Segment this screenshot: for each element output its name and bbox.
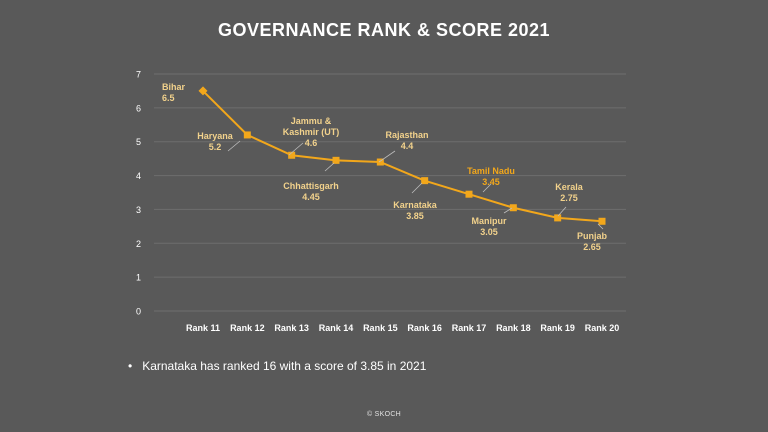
y-tick-label: 4: [136, 171, 141, 181]
summary-note-text: Karnataka has ranked 16 with a score of …: [142, 359, 427, 373]
data-point-label-line: Jammu &: [291, 116, 332, 126]
data-point-label-line: Bihar: [162, 82, 186, 92]
data-point: [243, 131, 251, 139]
data-point: [288, 151, 296, 159]
data-point: [554, 214, 562, 222]
data-value-label: 3.85: [406, 211, 424, 221]
x-tick-label: Rank 14: [319, 323, 354, 333]
y-tick-label: 7: [136, 70, 141, 80]
data-point-label-line: Kashmir (UT): [283, 127, 340, 137]
data-value-label: 3.05: [480, 227, 498, 237]
x-tick-label: Rank 17: [452, 323, 487, 333]
x-tick-label: Rank 11: [186, 323, 220, 333]
y-tick-label: 1: [136, 273, 141, 283]
data-point: [376, 158, 384, 166]
data-point-label: Chhattisgarh: [283, 181, 339, 191]
copyright-footer: © SKOCH: [366, 411, 402, 418]
y-tick-label: 0: [136, 307, 141, 317]
data-point: [465, 190, 473, 198]
x-tick-label: Rank 13: [274, 323, 309, 333]
data-point-label: Punjab: [577, 231, 608, 241]
data-value-label: 2.65: [583, 242, 601, 252]
x-tick-label: Rank 15: [363, 323, 398, 333]
data-point-label: Haryana: [197, 131, 234, 141]
data-point-label: Manipur: [472, 216, 507, 226]
data-point-label-line: Manipur: [472, 216, 507, 226]
x-tick-label: Rank 18: [496, 323, 531, 333]
data-point-label-line: Kerala: [555, 182, 584, 192]
data-value-label: 4.4: [401, 141, 414, 151]
data-point: [332, 156, 340, 164]
data-point-label: Karnataka: [393, 200, 438, 210]
data-value-label: 2.75: [560, 193, 578, 203]
y-tick-label: 5: [136, 137, 141, 147]
leader-line: [378, 150, 396, 163]
leader-line: [227, 140, 241, 152]
data-point-label: Tamil Nadu: [467, 166, 515, 176]
summary-note: • Karnataka has ranked 16 with a score of…: [128, 359, 426, 373]
leader-line: [324, 162, 335, 172]
series-line: [202, 90, 603, 223]
y-tick-label: 6: [136, 103, 141, 113]
data-value-label: 5.2: [209, 142, 222, 152]
data-point: [509, 204, 517, 212]
data-point-label-line: Punjab: [577, 231, 608, 241]
leader-line: [597, 223, 604, 230]
data-point-label-line: Chhattisgarh: [283, 181, 339, 191]
data-point-label: Rajasthan: [385, 130, 428, 140]
data-value-label: 4.6: [305, 138, 318, 148]
data-point-label-line: Karnataka: [393, 200, 438, 210]
x-tick-label: Rank 20: [585, 323, 620, 333]
data-value-label: 3.45: [482, 177, 500, 187]
leader-line: [503, 207, 513, 214]
y-tick-label: 3: [136, 205, 141, 215]
data-point-label-line: Haryana: [197, 131, 234, 141]
x-tick-label: Rank 12: [230, 323, 265, 333]
data-point: [421, 177, 429, 185]
data-point-label: Bihar: [162, 82, 186, 92]
chart-title: GOVERNANCE RANK & SCORE 2021: [217, 20, 551, 40]
leader-line: [288, 142, 304, 156]
leader-line: [557, 206, 567, 217]
x-tick-label: Rank 19: [540, 323, 575, 333]
y-tick-label: 2: [136, 239, 141, 249]
data-point-label: Kerala: [555, 182, 584, 192]
data-point-label: Jammu & Kashmir (UT): [283, 116, 340, 137]
leader-line: [411, 182, 423, 194]
data-point: [598, 217, 606, 225]
data-point-label-line: Tamil Nadu: [467, 166, 515, 176]
data-value-label: 4.45: [302, 192, 320, 202]
data-point: [198, 86, 208, 96]
leader-line: [482, 183, 492, 193]
x-tick-label: Rank 16: [407, 323, 442, 333]
data-point-label-line: Rajasthan: [385, 130, 428, 140]
bullet: •: [128, 359, 133, 373]
data-value-label: 6.5: [162, 93, 175, 103]
